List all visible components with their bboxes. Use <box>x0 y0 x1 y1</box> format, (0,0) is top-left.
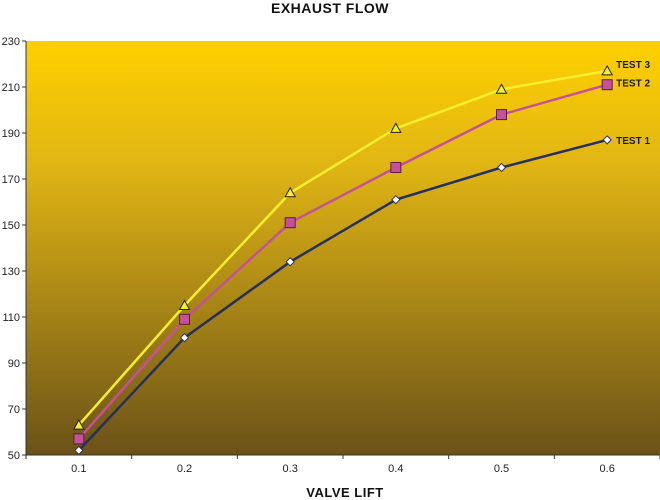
test-1-point <box>391 194 401 205</box>
test-2-line <box>77 83 608 440</box>
test-3-point <box>72 419 85 430</box>
y-tick-label: 190 <box>2 128 20 140</box>
y-tick-label: 90 <box>8 358 20 370</box>
test-3-point <box>284 186 297 198</box>
x-axis-title: VALVE LIFT <box>306 485 384 500</box>
test-1-label: TEST 1 <box>616 136 650 147</box>
plot-area <box>26 41 660 455</box>
test-2-point <box>284 217 296 229</box>
test-3-line <box>77 69 608 426</box>
test-1-point <box>179 332 190 343</box>
x-tick-label: 0.6 <box>600 463 615 475</box>
test-2-point <box>179 313 190 325</box>
x-tick-label: 0.2 <box>177 463 192 475</box>
y-tick-label: 130 <box>2 266 20 278</box>
x-tick-label: 0.3 <box>283 463 298 475</box>
y-tick-label: 70 <box>8 404 20 416</box>
chart-title: EXHAUST FLOW <box>271 0 389 16</box>
x-tick-label: 0.5 <box>494 463 509 475</box>
test-3-point <box>495 83 508 94</box>
y-tick-label: 110 <box>2 312 20 324</box>
test-1-line <box>77 138 608 452</box>
x-tick-label: 0.4 <box>388 463 403 475</box>
test-1-point <box>285 257 295 267</box>
y-tick-label: 170 <box>2 174 20 186</box>
y-tick-label: 150 <box>2 220 20 232</box>
x-tick-label: 0.1 <box>71 463 86 475</box>
test-2-point <box>390 162 402 173</box>
test-2-point <box>496 109 507 121</box>
test-2-point <box>601 79 613 91</box>
test-3-point <box>389 122 402 133</box>
test-3-point <box>601 64 614 76</box>
test-2-label: TEST 2 <box>616 79 650 90</box>
y-tick-label: 50 <box>8 450 20 462</box>
y-tick-label: 230 <box>2 36 20 48</box>
y-tick-label: 210 <box>2 82 20 94</box>
test-1-point <box>496 162 507 173</box>
test-1-point <box>602 135 612 145</box>
test-2-point <box>73 433 85 445</box>
test-3-label: TEST 3 <box>616 60 650 71</box>
test-1-point <box>74 445 84 456</box>
test-3-point <box>178 299 191 310</box>
